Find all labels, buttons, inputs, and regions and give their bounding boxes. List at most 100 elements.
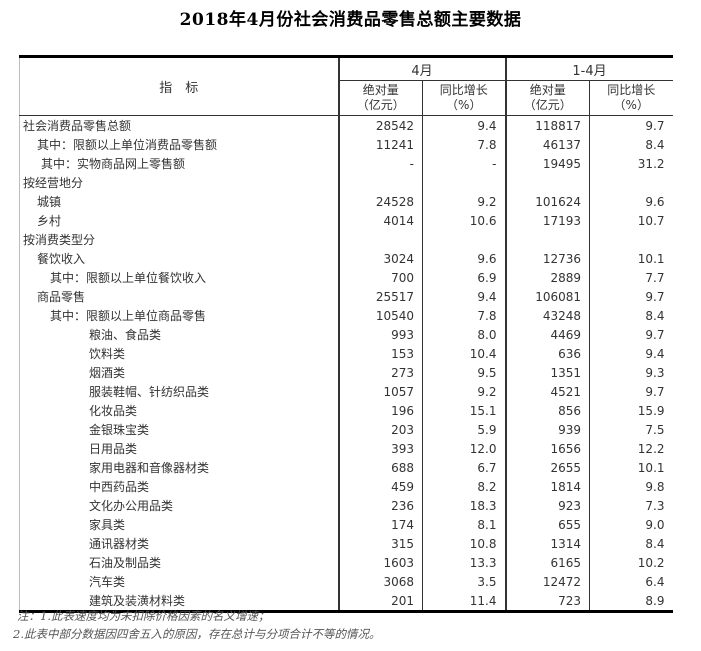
indicator-label: 烟酒类 xyxy=(89,366,126,380)
value-cell: 8.4 xyxy=(588,534,673,553)
value-cell: 8.2 xyxy=(422,477,506,496)
header-subcolumn-row: 绝对量 （亿元） 同比增长 （%） 绝对量 （亿元） 同比增长 （%） xyxy=(20,80,673,116)
col-header-jan-apr-absolute: 绝对量 （亿元） xyxy=(504,80,590,116)
value-cell: 10.1 xyxy=(588,249,673,268)
value-cell: 4469 xyxy=(504,325,590,344)
value-cell: 28542 xyxy=(337,115,423,135)
table-row: 中西药品类 459 8.2 1814 9.8 xyxy=(20,477,673,496)
value-cell: 10.8 xyxy=(422,534,506,553)
value-cell: 7.7 xyxy=(588,268,673,287)
indicator-label: 通讯器材类 xyxy=(89,537,150,551)
value-cell: 636 xyxy=(504,344,590,363)
table-row: 家具类 174 8.1 655 9.0 xyxy=(20,515,673,534)
value-cell: 9.7 xyxy=(588,115,673,135)
value-cell: 101624 xyxy=(504,192,590,211)
retail-sales-table: 指 标 4月 1-4月 绝对量 （亿元） 同比增长 （%） 绝对量 （亿元） 同… xyxy=(19,55,673,613)
value-cell: 9.6 xyxy=(422,249,506,268)
value-cell: 9.4 xyxy=(588,344,673,363)
table-row: 金银珠宝类 203 5.9 939 7.5 xyxy=(20,420,673,439)
indicator-label: 日用品类 xyxy=(89,442,138,456)
value-cell: 7.3 xyxy=(588,496,673,515)
value-cell: 10.4 xyxy=(422,344,506,363)
indicator-label: 其中：限额以上单位餐饮收入 xyxy=(50,271,207,285)
table-row: 通讯器材类 315 10.8 1314 8.4 xyxy=(20,534,673,553)
value-cell: 3068 xyxy=(337,572,423,591)
value-cell: 17193 xyxy=(504,211,590,230)
indicator-label: 城镇 xyxy=(37,195,62,209)
value-cell: 459 xyxy=(337,477,423,496)
indicator-label: 饮料类 xyxy=(89,347,126,361)
indicator-label: 其中：实物商品网上零售额 xyxy=(41,157,186,171)
value-cell: 9.7 xyxy=(588,287,673,306)
value-cell: 12.0 xyxy=(422,439,506,458)
indicator-label: 粮油、食品类 xyxy=(89,328,162,342)
table-row: 建筑及装潢材料类 201 11.4 723 8.9 xyxy=(20,591,673,612)
indicator-label: 化妆品类 xyxy=(89,404,138,418)
table-row: 汽车类 3068 3.5 12472 6.4 xyxy=(20,572,673,591)
value-cell: 6.9 xyxy=(422,268,506,287)
value-cell: 13.3 xyxy=(422,553,506,572)
footnotes: 注：1.此表速度均为未扣除价格因素的名义增速； 2.此表中部分数据因四舍五入的原… xyxy=(13,607,380,643)
value-cell: 3.5 xyxy=(422,572,506,591)
value-cell xyxy=(422,230,506,249)
table-row: 服装鞋帽、针纺织品类 1057 9.2 4521 9.7 xyxy=(20,382,673,401)
value-cell: 236 xyxy=(337,496,423,515)
indicator-label: 建筑及装潢材料类 xyxy=(89,594,186,608)
table-row: 其中：限额以上单位商品零售 10540 7.8 43248 8.4 xyxy=(20,306,673,325)
indicator-label: 汽车类 xyxy=(89,575,126,589)
value-cell: 4521 xyxy=(504,382,590,401)
value-cell: 1351 xyxy=(504,363,590,382)
value-cell: 3024 xyxy=(337,249,423,268)
value-cell: 118817 xyxy=(504,115,590,135)
indicator-label: 商品零售 xyxy=(37,290,86,304)
value-cell: 9.7 xyxy=(588,382,673,401)
indicator-label: 石油及制品类 xyxy=(89,556,162,570)
value-cell: 7.8 xyxy=(422,135,506,154)
indicator-label: 其中：限额以上单位消费品零售额 xyxy=(37,138,218,152)
value-cell: - xyxy=(422,154,506,173)
value-cell: 9.3 xyxy=(588,363,673,382)
col-header-jan-apr-yoy-growth: 同比增长 （%） xyxy=(588,80,673,116)
header-group-row: 指 标 4月 1-4月 xyxy=(19,56,673,116)
indicator-label: 按经营地分 xyxy=(23,176,84,190)
indicator-label: 乡村 xyxy=(37,214,62,228)
table-row: 化妆品类 196 15.1 856 15.9 xyxy=(20,401,673,420)
value-cell: 9.6 xyxy=(588,192,673,211)
value-cell: 106081 xyxy=(504,287,590,306)
value-cell: 10.7 xyxy=(588,211,673,230)
table-body: 社会消费品零售总额 28542 9.4 118817 9.7 其中：限额以上单位消费品零售… xyxy=(20,115,673,612)
col-header-april-yoy-growth: 同比增长 （%） xyxy=(422,80,506,116)
col-header-april-absolute: 绝对量 （亿元） xyxy=(337,80,423,116)
value-cell: 8.4 xyxy=(588,306,673,325)
value-cell: 2655 xyxy=(504,458,590,477)
value-cell: 1314 xyxy=(504,534,590,553)
value-cell: 12.2 xyxy=(588,439,673,458)
value-cell: 8.4 xyxy=(588,135,673,154)
value-cell: 12736 xyxy=(504,249,590,268)
value-cell xyxy=(422,173,506,192)
table-row: 文化办公用品类 236 18.3 923 7.3 xyxy=(20,496,673,515)
value-cell: 393 xyxy=(337,439,423,458)
value-cell xyxy=(588,230,673,249)
indicator-label: 金银珠宝类 xyxy=(89,423,150,437)
footnote-1: 注：1.此表速度均为未扣除价格因素的名义增速； xyxy=(17,609,270,623)
indicator-label: 其中：限额以上单位商品零售 xyxy=(50,309,207,323)
value-cell: 2889 xyxy=(504,268,590,287)
value-cell: 9.5 xyxy=(422,363,506,382)
value-cell: 6.7 xyxy=(422,458,506,477)
value-cell: 18.3 xyxy=(422,496,506,515)
value-cell: 25517 xyxy=(337,287,423,306)
value-cell: 46137 xyxy=(504,135,590,154)
value-cell: 939 xyxy=(504,420,590,439)
value-cell: 174 xyxy=(337,515,423,534)
value-cell: 315 xyxy=(337,534,423,553)
page-title: 2018年4月份社会消费品零售总额主要数据 xyxy=(179,10,522,30)
value-cell: 31.2 xyxy=(588,154,673,173)
indicator-label: 按消费类型分 xyxy=(23,233,96,247)
value-cell: 19495 xyxy=(504,154,590,173)
value-cell: 723 xyxy=(504,591,590,612)
value-cell: 5.9 xyxy=(422,420,506,439)
value-cell: 196 xyxy=(337,401,423,420)
value-cell: 1057 xyxy=(337,382,423,401)
value-cell: 9.4 xyxy=(422,115,506,135)
